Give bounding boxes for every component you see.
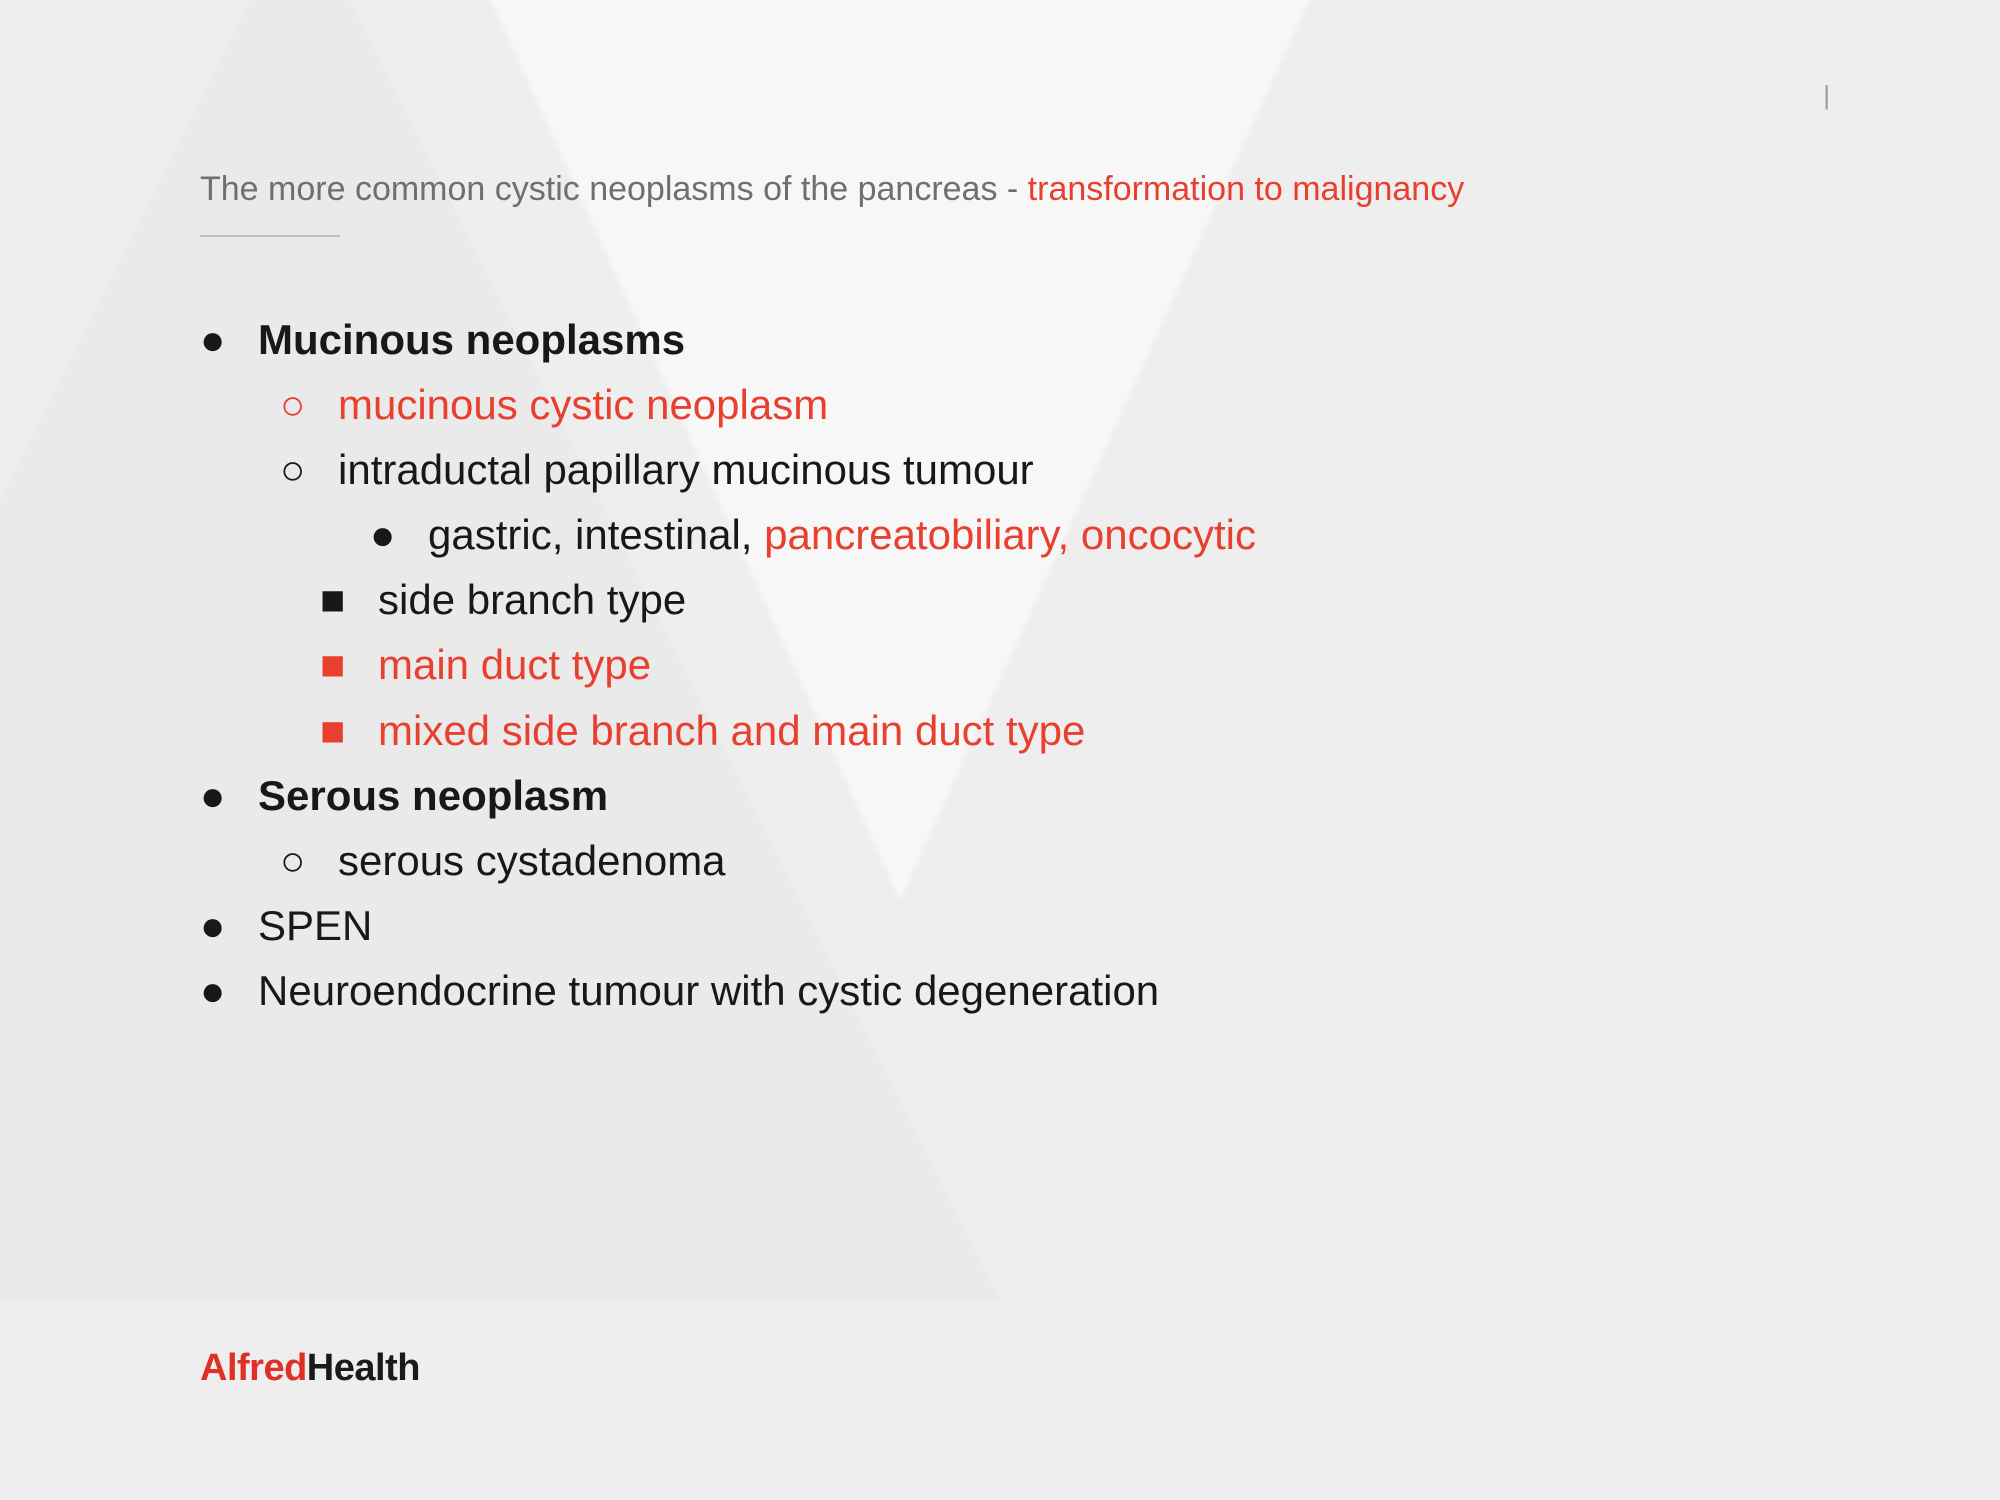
bullet-square-icon: ■	[320, 632, 378, 697]
list-item: ● gastric, intestinal, pancreatobiliary,…	[200, 502, 1800, 567]
bullet-disc-icon: ●	[200, 307, 258, 372]
list-item: ● SPEN	[200, 893, 1800, 958]
bullet-square-icon: ■	[320, 567, 378, 632]
item-text: SPEN	[258, 893, 372, 958]
bullet-square-icon: ■	[320, 698, 378, 763]
item-text: mucinous cystic neoplasm	[338, 372, 828, 437]
item-text-part2: pancreatobiliary, oncocytic	[764, 511, 1256, 558]
item-text: main duct type	[378, 632, 651, 697]
title-rule	[200, 235, 340, 237]
item-text: serous cystadenoma	[338, 828, 726, 893]
item-text: Neuroendocrine tumour with cystic degene…	[258, 958, 1159, 1023]
brand-logo: AlfredHealth	[200, 1347, 420, 1390]
item-text-part1: gastric, intestinal,	[428, 511, 764, 558]
content-list: ● Mucinous neoplasms ○ mucinous cystic n…	[200, 307, 1800, 1023]
slide-title: The more common cystic neoplasms of the …	[200, 170, 1800, 209]
list-item: ○ mucinous cystic neoplasm	[200, 372, 1800, 437]
title-prefix: The more common cystic neoplasms of the …	[200, 170, 1028, 208]
logo-part2: Health	[307, 1347, 420, 1389]
list-item: ○ intraductal papillary mucinous tumour	[200, 437, 1800, 502]
item-text: intraductal papillary mucinous tumour	[338, 437, 1034, 502]
item-text: Mucinous neoplasms	[258, 307, 685, 372]
list-item: ■ side branch type	[200, 567, 1800, 632]
logo-part1: Alfred	[200, 1347, 307, 1389]
bullet-disc-icon: ●	[370, 502, 428, 567]
bullet-disc-icon: ●	[200, 763, 258, 828]
list-item: ○ serous cystadenoma	[200, 828, 1800, 893]
list-item: ● Neuroendocrine tumour with cystic dege…	[200, 958, 1800, 1023]
page-marker: |	[1823, 80, 1830, 111]
bullet-disc-icon: ●	[200, 958, 258, 1023]
list-item: ● Serous neoplasm	[200, 763, 1800, 828]
list-item: ■ mixed side branch and main duct type	[200, 698, 1800, 763]
bullet-circle-icon: ○	[280, 828, 338, 893]
bullet-disc-icon: ●	[200, 893, 258, 958]
bullet-circle-icon: ○	[280, 437, 338, 502]
list-item: ■ main duct type	[200, 632, 1800, 697]
item-text: side branch type	[378, 567, 686, 632]
bullet-circle-icon: ○	[280, 372, 338, 437]
item-text: Serous neoplasm	[258, 763, 608, 828]
title-highlight: transformation to malignancy	[1028, 170, 1465, 208]
slide: | The more common cystic neoplasms of th…	[0, 0, 2000, 1500]
item-text: gastric, intestinal, pancreatobiliary, o…	[428, 502, 1256, 567]
list-item: ● Mucinous neoplasms	[200, 307, 1800, 372]
item-text: mixed side branch and main duct type	[378, 698, 1085, 763]
